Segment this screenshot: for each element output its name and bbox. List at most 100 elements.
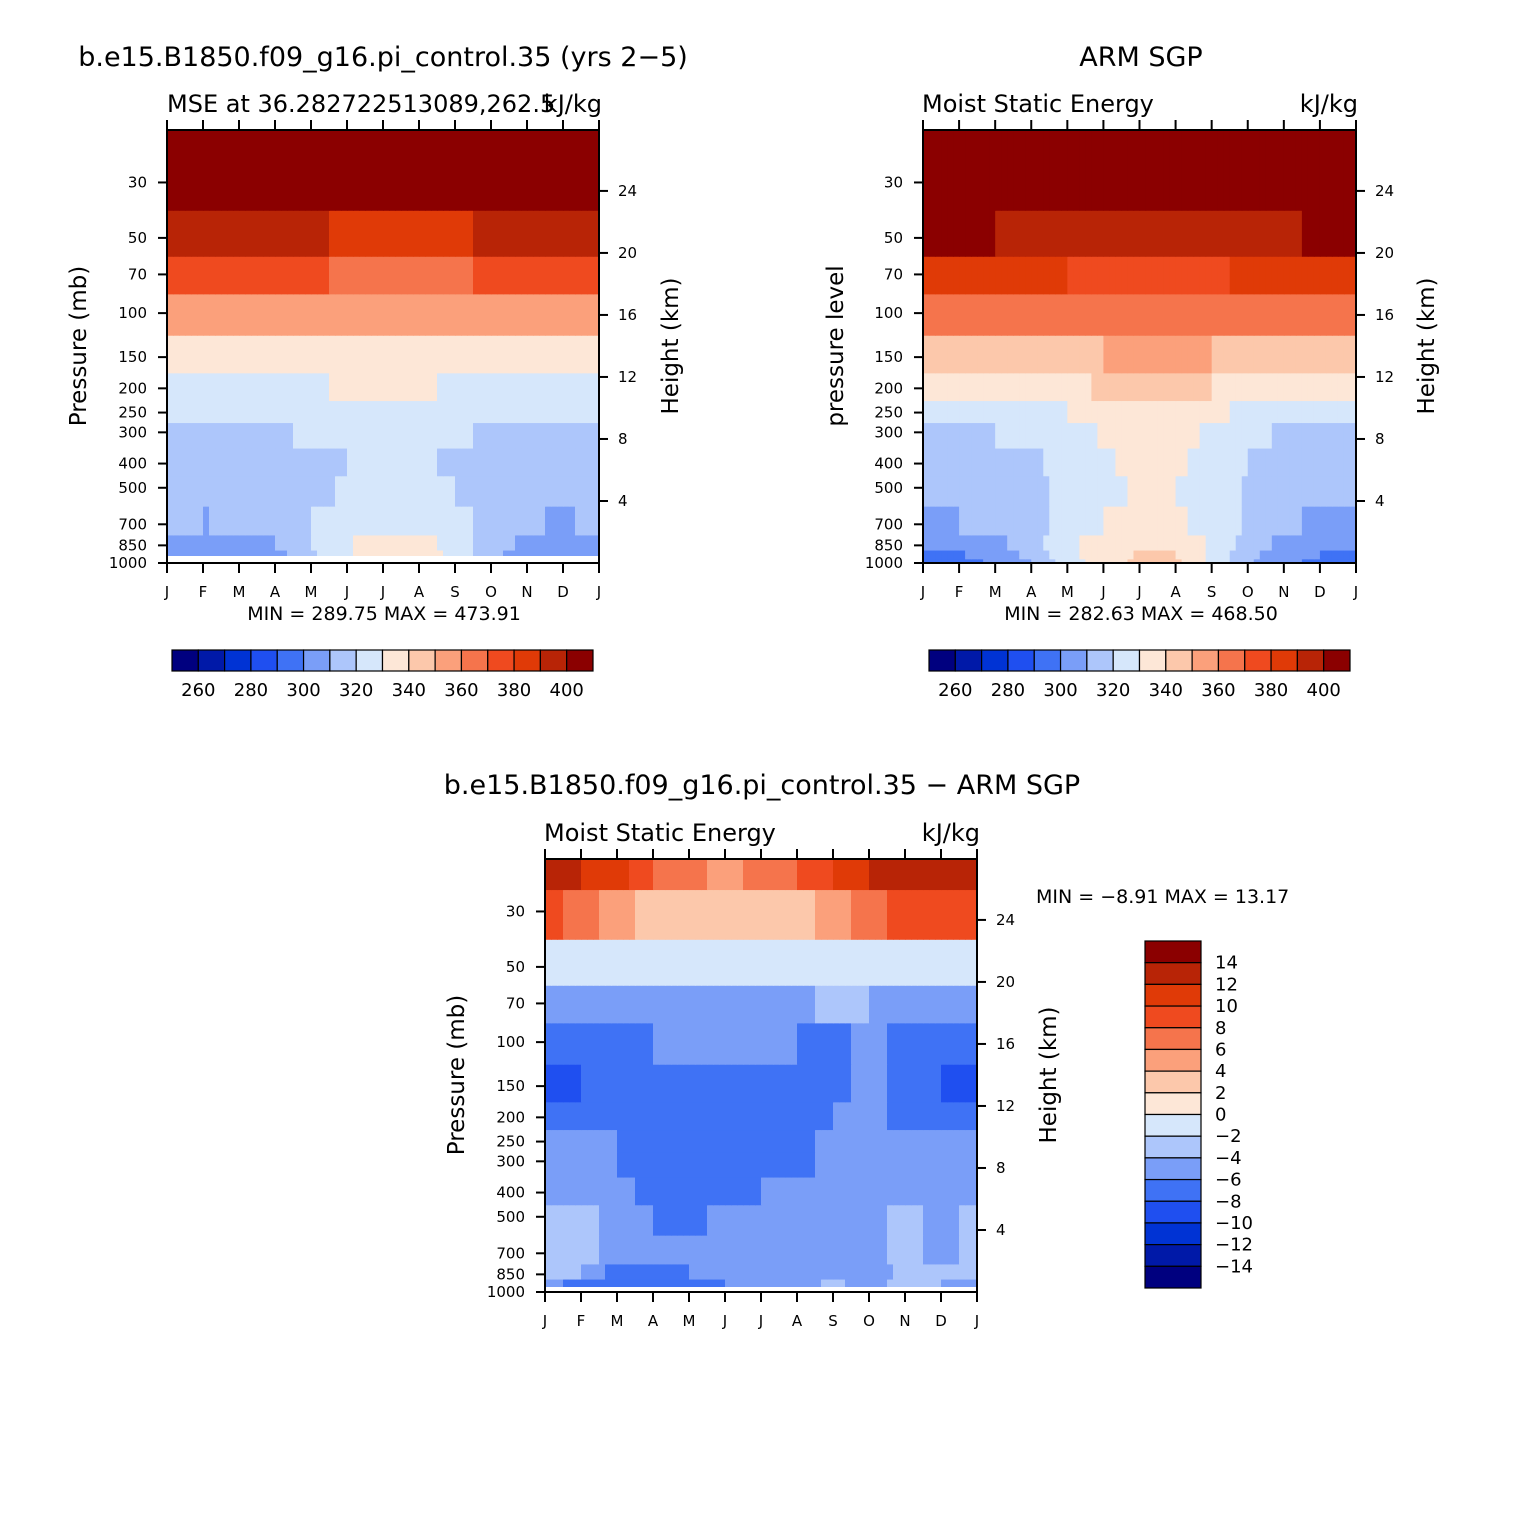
heatmap-cell bbox=[269, 293, 276, 336]
heatmap-cell bbox=[1211, 549, 1219, 560]
heatmap-cell bbox=[443, 130, 450, 162]
heatmap-cell bbox=[887, 985, 894, 1024]
heatmap-cell bbox=[737, 1022, 744, 1065]
heatmap-cell bbox=[341, 422, 348, 449]
heatmap-cell bbox=[569, 422, 576, 449]
heatmap-cell bbox=[449, 293, 456, 336]
heatmap-cell bbox=[1211, 558, 1219, 563]
heatmap-cell bbox=[1253, 549, 1261, 560]
heatmap-cell bbox=[899, 1278, 906, 1287]
heatmap-cell bbox=[365, 160, 372, 211]
heatmap-cell bbox=[875, 939, 882, 986]
heatmap-cell bbox=[1073, 549, 1080, 560]
heatmap-cell bbox=[551, 400, 558, 424]
heatmap-cell bbox=[449, 335, 456, 374]
heatmap-cell bbox=[671, 1022, 678, 1065]
heatmap-cell bbox=[1253, 534, 1261, 551]
heatmap-cell bbox=[251, 372, 258, 402]
heatmap-cell bbox=[1259, 372, 1267, 402]
heatmap-cell bbox=[611, 1278, 618, 1287]
colorbar-swatch bbox=[1138, 649, 1167, 672]
heatmap-cell bbox=[317, 447, 324, 477]
heatmap-cell bbox=[509, 506, 516, 536]
heatmap-cell bbox=[1145, 558, 1153, 563]
heatmap-cell bbox=[617, 1151, 624, 1178]
heatmap-cell bbox=[881, 1204, 888, 1236]
heatmap-cell bbox=[803, 1263, 810, 1280]
heatmap-cell bbox=[1235, 160, 1243, 211]
heatmap-cell bbox=[479, 160, 486, 211]
heatmap-cell bbox=[1013, 400, 1020, 424]
heatmap-cell bbox=[383, 256, 390, 295]
heatmap-cell bbox=[1217, 293, 1225, 336]
heatmap-cell bbox=[245, 160, 252, 211]
heatmap-cell bbox=[1223, 447, 1231, 477]
heatmap-cell bbox=[1055, 335, 1062, 374]
heatmap-cell bbox=[263, 372, 270, 402]
panel-model-ylabel: Pressure (mb) bbox=[66, 266, 92, 426]
heatmap-cell bbox=[1181, 400, 1189, 424]
heatmap-cell bbox=[983, 210, 990, 257]
colorbar-swatch bbox=[1144, 1048, 1202, 1072]
heatmap-cell bbox=[521, 400, 528, 424]
heatmap-cell bbox=[755, 889, 762, 940]
heatmap-cell bbox=[1217, 549, 1225, 560]
heatmap-cell bbox=[269, 447, 276, 477]
heatmap-cell bbox=[725, 1151, 732, 1178]
heatmap-cell bbox=[965, 1278, 972, 1287]
heatmap-cell bbox=[215, 335, 222, 374]
heatmap-cell bbox=[833, 889, 840, 940]
heatmap-cell bbox=[1199, 160, 1207, 211]
heatmap-cell bbox=[899, 1235, 906, 1265]
heatmap-cell bbox=[779, 985, 786, 1024]
heatmap-cell bbox=[959, 859, 966, 891]
heatmap-cell bbox=[1097, 549, 1105, 560]
heatmap-cell bbox=[479, 475, 486, 507]
heatmap-cell bbox=[725, 985, 732, 1024]
heatmap-cell bbox=[1019, 160, 1026, 211]
colorbar-swatch bbox=[302, 649, 331, 672]
heatmap-cell bbox=[653, 1235, 660, 1265]
heatmap-cell bbox=[1319, 335, 1327, 374]
heatmap-cell bbox=[1337, 130, 1345, 162]
heatmap-cell bbox=[677, 1176, 684, 1206]
colorbar-label: 12 bbox=[1215, 974, 1238, 995]
heatmap-cell bbox=[1259, 160, 1267, 211]
heatmap-cell bbox=[425, 210, 432, 257]
heatmap-cell bbox=[233, 506, 240, 536]
heatmap-cell bbox=[779, 1204, 786, 1236]
heatmap-cell bbox=[1073, 422, 1080, 449]
heatmap-cell bbox=[581, 130, 588, 162]
heatmap-cell bbox=[719, 939, 726, 986]
heatmap-cell bbox=[545, 1263, 552, 1280]
heatmap-cell bbox=[851, 1129, 858, 1153]
x-tick-label: N bbox=[899, 1312, 910, 1330]
heatmap-cell bbox=[1133, 293, 1141, 336]
heatmap-cell bbox=[185, 160, 192, 211]
heatmap-cell bbox=[1271, 447, 1279, 477]
heatmap-cell bbox=[911, 1204, 918, 1236]
heatmap-cell bbox=[653, 1022, 660, 1065]
heatmap-cell bbox=[1343, 293, 1351, 336]
heatmap-cell bbox=[1055, 447, 1062, 477]
heatmap-cell bbox=[353, 475, 360, 507]
heatmap-cell bbox=[857, 1129, 864, 1153]
heatmap-cell bbox=[1115, 549, 1123, 560]
heatmap-cell bbox=[1253, 475, 1261, 507]
y2-tick-label: 4 bbox=[1375, 492, 1385, 510]
heatmap-cell bbox=[377, 422, 384, 449]
heatmap-cell bbox=[863, 1263, 870, 1280]
heatmap-cell bbox=[323, 549, 330, 556]
heatmap-cell bbox=[251, 335, 258, 374]
heatmap-cell bbox=[965, 889, 972, 940]
heatmap-cell bbox=[443, 372, 450, 402]
heatmap-cell bbox=[473, 293, 480, 336]
heatmap-cell bbox=[515, 506, 522, 536]
heatmap-cell bbox=[989, 558, 996, 563]
heatmap-cell bbox=[623, 939, 630, 986]
heatmap-cell bbox=[1301, 558, 1309, 563]
heatmap-cell bbox=[647, 1204, 654, 1236]
heatmap-cell bbox=[635, 1278, 642, 1287]
heatmap-cell bbox=[383, 335, 390, 374]
x-tick-label: O bbox=[863, 1312, 875, 1330]
